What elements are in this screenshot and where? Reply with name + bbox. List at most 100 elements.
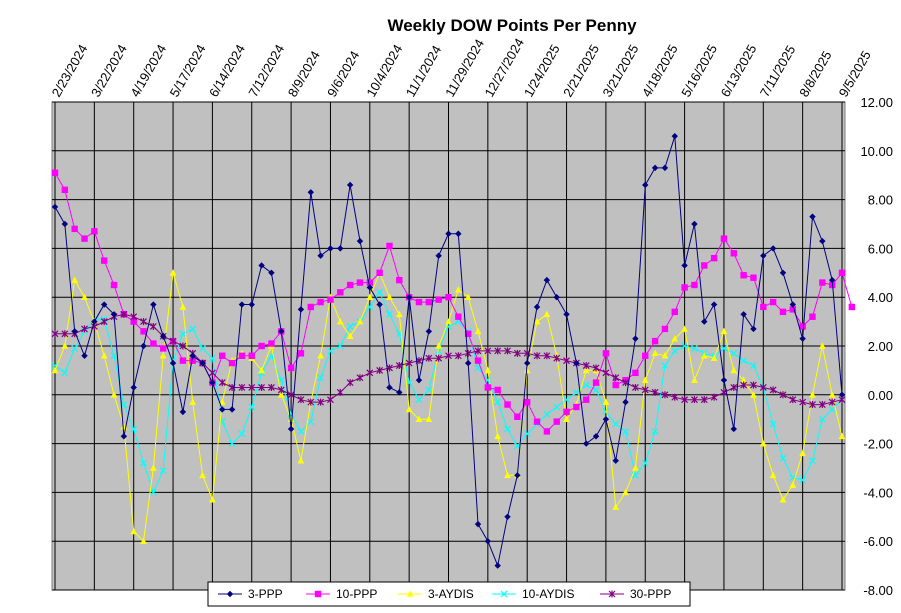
data-point	[287, 425, 295, 433]
data-point	[631, 383, 639, 391]
data-point	[809, 401, 816, 409]
data-point	[730, 349, 738, 357]
data-point	[484, 347, 492, 355]
data-point	[317, 374, 325, 382]
data-point	[661, 362, 669, 369]
data-point	[474, 357, 482, 364]
data-point	[327, 296, 334, 303]
data-point	[346, 181, 354, 189]
data-point	[553, 418, 560, 425]
data-point	[140, 459, 147, 467]
data-point	[563, 357, 570, 365]
data-point	[445, 318, 452, 325]
data-point	[71, 225, 78, 233]
data-point	[297, 427, 305, 435]
legend-item-30-ppp: 30-PPP	[600, 587, 671, 601]
data-point	[720, 376, 728, 384]
x-tick-label: 9/6/2024	[324, 48, 362, 99]
data-point	[740, 376, 748, 383]
data-point	[760, 252, 767, 259]
data-point	[819, 279, 826, 286]
data-point	[314, 590, 322, 598]
data-point	[514, 472, 521, 479]
data-point	[179, 342, 187, 350]
x-tick-label: 6/14/2024	[206, 42, 248, 100]
data-point	[779, 308, 787, 316]
data-point	[641, 459, 649, 467]
data-point	[445, 323, 452, 330]
series-line	[54, 172, 853, 433]
data-point	[149, 488, 157, 496]
data-point	[602, 398, 610, 405]
data-point	[395, 310, 403, 318]
data-point	[356, 374, 364, 382]
data-point	[61, 220, 69, 228]
data-point	[642, 181, 649, 189]
data-point	[789, 306, 797, 313]
data-point	[179, 357, 187, 364]
data-point	[277, 391, 285, 398]
y-tick-label: 8.00	[868, 193, 893, 208]
data-point	[297, 350, 305, 357]
data-point	[828, 398, 836, 406]
data-point	[661, 164, 669, 172]
data-point	[71, 276, 79, 283]
data-point	[425, 386, 433, 394]
data-point	[563, 415, 570, 422]
data-point	[632, 369, 639, 377]
legend-label: 3-PPP	[248, 587, 283, 601]
data-point	[366, 303, 374, 311]
data-point	[494, 398, 502, 406]
data-point	[81, 352, 88, 359]
data-point	[681, 325, 688, 332]
x-tick-label: 9/5/2025	[836, 48, 874, 99]
data-point	[169, 359, 177, 367]
data-point	[553, 294, 560, 301]
data-point	[415, 396, 423, 404]
data-point	[622, 488, 629, 496]
data-point	[799, 449, 807, 457]
data-point	[356, 279, 364, 286]
data-point	[130, 527, 138, 535]
data-point	[278, 328, 285, 335]
data-point	[405, 294, 413, 301]
data-point	[691, 281, 698, 289]
data-point	[415, 298, 423, 306]
data-point	[346, 332, 354, 340]
data-point	[701, 318, 708, 325]
data-point	[91, 318, 98, 325]
data-point	[750, 325, 757, 333]
data-point	[149, 322, 157, 330]
data-point	[484, 384, 492, 391]
data-point	[366, 279, 373, 286]
data-point	[238, 430, 246, 438]
data-point	[523, 430, 531, 438]
data-point	[533, 318, 541, 325]
data-point	[809, 391, 816, 398]
data-point	[809, 313, 816, 320]
data-point	[199, 345, 206, 352]
data-point	[327, 245, 334, 252]
data-point	[553, 403, 561, 411]
y-tick-label: -2.00	[863, 437, 893, 452]
data-point	[464, 359, 472, 367]
y-axis-tick-labels: 12.00 10.00 8.00 6.00 4.00 2.00 0.00 -2.00 -4.00…	[860, 95, 893, 598]
data-point	[425, 354, 433, 362]
data-point	[356, 318, 364, 325]
data-point	[710, 254, 718, 262]
data-point	[838, 269, 846, 276]
data-point	[51, 169, 59, 176]
data-point	[523, 366, 531, 374]
data-point	[445, 294, 452, 301]
data-point	[238, 352, 246, 359]
data-point	[583, 396, 590, 403]
data-point	[543, 310, 551, 318]
data-point	[130, 425, 138, 433]
data-point	[189, 325, 197, 333]
y-tick-label: 4.00	[868, 290, 893, 305]
data-point	[425, 328, 433, 335]
data-point	[484, 366, 492, 374]
data-point	[336, 318, 344, 325]
data-point	[632, 464, 639, 471]
data-point	[474, 520, 482, 528]
